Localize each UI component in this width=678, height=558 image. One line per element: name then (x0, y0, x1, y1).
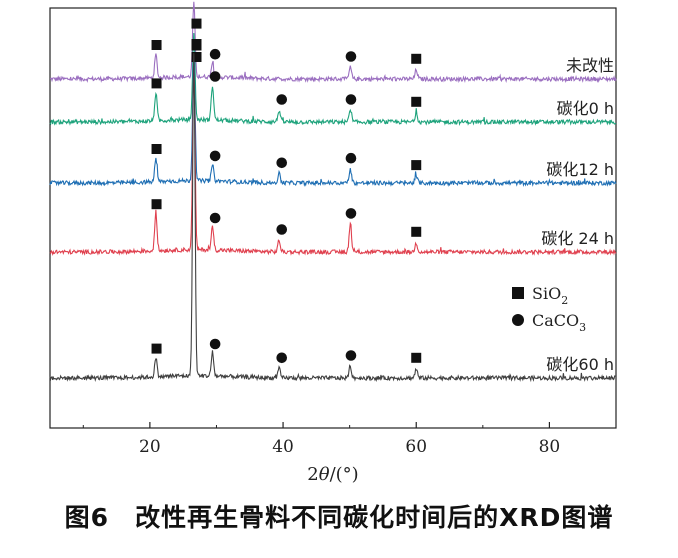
xrd-chart: 20 40 60 80 2θ/(°) 未改性碳化0 h 碳化12 h 碳化 24 h 碳化60 … (49, 1, 617, 485)
sio2-marker (411, 96, 422, 107)
sio2-marker (151, 78, 162, 89)
sio2-marker (151, 199, 162, 210)
sio2-marker (191, 18, 202, 29)
series-line (49, 52, 617, 188)
sio2-marker (411, 160, 422, 171)
sio2-marker (191, 52, 202, 62)
x-tick-label: 60 (405, 437, 427, 457)
x-tick-label: 40 (272, 437, 294, 457)
series-label: 碳化0 h (557, 99, 614, 118)
caco3-marker (276, 224, 288, 235)
figure-title: 改性再生骨料不同碳化时间后的XRD图谱 (135, 503, 614, 532)
sio2-marker (411, 352, 422, 363)
series-line (49, 65, 617, 256)
figure-number: 图6 (64, 503, 110, 532)
x-tick-label: 20 (139, 437, 161, 457)
legend-circle-icon (512, 314, 524, 326)
caco3-marker (345, 94, 357, 105)
plot-frame (49, 7, 617, 429)
legend-square-icon (512, 287, 524, 299)
series-label: 碳化 24 h (541, 229, 614, 248)
caco3-marker (276, 157, 288, 169)
figure-caption: 图6 改性再生骨料不同碳化时间后的XRD图谱 (0, 498, 678, 534)
series-line (49, 53, 617, 383)
caco3-marker (276, 94, 288, 105)
x-axis-label: 2θ/(°) (307, 464, 358, 485)
caco3-marker (345, 208, 357, 219)
x-tick-label: 80 (539, 437, 561, 457)
sio2-marker (191, 39, 202, 49)
caco3-marker (209, 338, 221, 350)
series-label: 碳化60 h (546, 355, 614, 374)
sio2-marker (411, 53, 422, 64)
caco3-marker (345, 350, 357, 361)
caco3-marker (276, 352, 288, 364)
caco3-marker (345, 51, 357, 62)
series-label: 未改性 (566, 56, 614, 75)
caco3-marker (209, 48, 221, 60)
caco3-marker (209, 212, 221, 224)
caco3-marker (209, 150, 221, 162)
series-line (49, 32, 617, 126)
series-label: 碳化12 h (546, 160, 614, 179)
sio2-marker (151, 144, 162, 154)
sio2-marker (411, 226, 422, 237)
caco3-marker (345, 152, 357, 164)
legend-label: SiO2 (532, 284, 568, 307)
legend-label: CaCO3 (532, 311, 586, 334)
caco3-marker (209, 71, 221, 82)
series-line (49, 1, 617, 84)
sio2-marker (151, 343, 162, 354)
sio2-marker (151, 40, 162, 50)
